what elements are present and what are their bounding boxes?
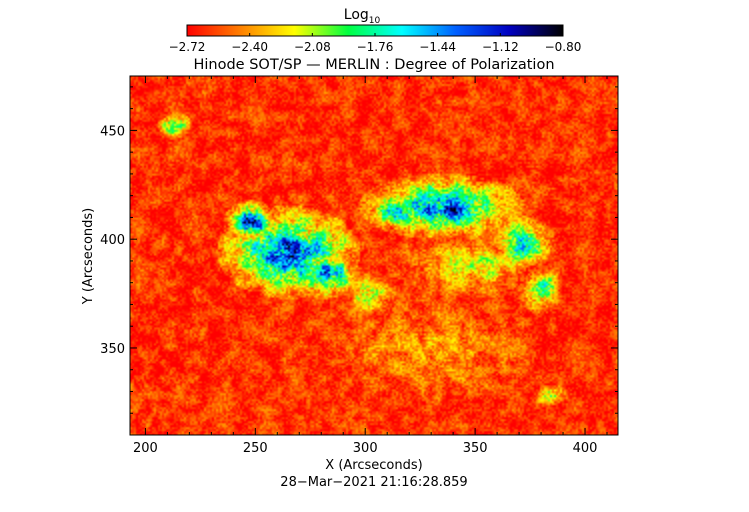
plot-frame bbox=[129, 75, 619, 436]
chart-title: Hinode SOT/SP — MERLIN : Degree of Polar… bbox=[193, 57, 554, 73]
x-tick-label: 400 bbox=[573, 441, 598, 456]
colorbar-tick-label: −1.76 bbox=[357, 40, 394, 54]
colorbar-label: Log10 bbox=[344, 7, 381, 26]
y-tick-label: 350 bbox=[100, 342, 125, 357]
y-tick-label: 400 bbox=[100, 233, 125, 248]
y-axis-label: Y (Arcseconds) bbox=[81, 208, 96, 305]
x-tick-label: 200 bbox=[133, 441, 158, 456]
x-tick-label: 350 bbox=[463, 441, 488, 456]
colorbar-label-base: Log bbox=[344, 7, 369, 23]
colorbar-tick-label: −1.44 bbox=[419, 40, 456, 54]
colorbar-tick-label: −2.72 bbox=[169, 40, 206, 54]
colorbar-tick-label: −2.40 bbox=[231, 40, 268, 54]
x-tick-label: 250 bbox=[243, 441, 268, 456]
x-axis-label: X (Arcseconds) bbox=[325, 458, 422, 473]
colorbar-tick-label: −2.08 bbox=[294, 40, 331, 54]
plot-area bbox=[129, 75, 619, 436]
x-axis-ticks: 200 250 300 350 400 bbox=[133, 76, 608, 456]
colorbar-ticks: −2.72 −2.40 −2.08 −1.76 −1.44 −1.12 −0.80 bbox=[169, 33, 582, 54]
colorbar-label-subscript: 10 bbox=[369, 16, 381, 26]
polarization-heatmap bbox=[130, 76, 618, 435]
timestamp: 28−Mar−2021 21:16:28.859 bbox=[280, 475, 467, 490]
colorbar-tick-label: −1.12 bbox=[482, 40, 519, 54]
colorbar-tick-label: −0.80 bbox=[545, 40, 582, 54]
x-tick-label: 300 bbox=[353, 441, 378, 456]
y-tick-label: 450 bbox=[100, 124, 125, 139]
y-axis-ticks: 350 400 450 bbox=[100, 86, 618, 436]
